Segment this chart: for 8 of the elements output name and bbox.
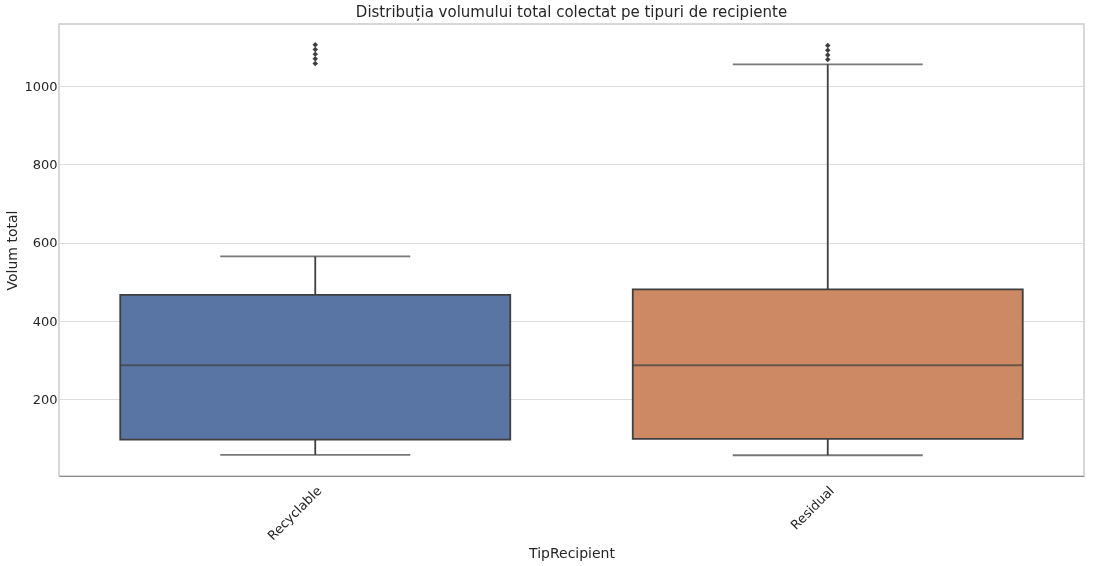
y-tick-label: 200 bbox=[32, 391, 58, 407]
chart-title: Distribuția volumului total colectat pe tipuri de recipiente bbox=[355, 3, 788, 21]
y-tick-label: 1000 bbox=[24, 78, 58, 94]
y-tick-label: 800 bbox=[32, 156, 58, 172]
y-axis-title: Volum total bbox=[4, 210, 21, 291]
y-tick-label: 400 bbox=[32, 313, 58, 329]
x-axis-title: TipRecipient bbox=[528, 545, 616, 562]
y-tick-label: 600 bbox=[32, 235, 58, 251]
